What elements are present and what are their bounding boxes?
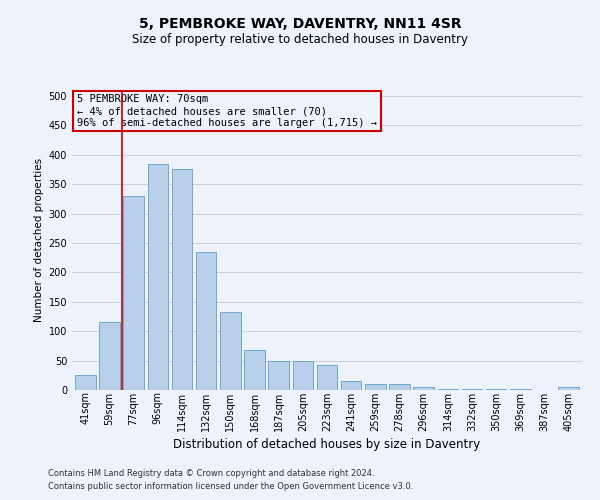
Y-axis label: Number of detached properties: Number of detached properties [34, 158, 44, 322]
Bar [124, 196, 144, 390]
Text: 5 PEMBROKE WAY: 70sqm
← 4% of detached houses are smaller (70)
96% of semi-detac: 5 PEMBROKE WAY: 70sqm ← 4% of detached h… [77, 94, 377, 128]
Bar [317, 366, 337, 390]
Text: Contains public sector information licensed under the Open Government Licence v3: Contains public sector information licen… [48, 482, 413, 491]
Text: 5, PEMBROKE WAY, DAVENTRY, NN11 4SR: 5, PEMBROKE WAY, DAVENTRY, NN11 4SR [139, 18, 461, 32]
Bar [99, 322, 120, 390]
Bar [172, 170, 192, 390]
Bar [244, 350, 265, 390]
Text: Contains HM Land Registry data © Crown copyright and database right 2024.: Contains HM Land Registry data © Crown c… [48, 468, 374, 477]
Bar [365, 384, 386, 390]
Bar [75, 376, 95, 390]
Bar [559, 387, 579, 390]
Bar [389, 384, 410, 390]
Bar [196, 252, 217, 390]
Bar [293, 360, 313, 390]
Bar [413, 387, 434, 390]
X-axis label: Distribution of detached houses by size in Daventry: Distribution of detached houses by size … [173, 438, 481, 450]
Text: Size of property relative to detached houses in Daventry: Size of property relative to detached ho… [132, 32, 468, 46]
Bar [437, 389, 458, 390]
Bar [341, 381, 361, 390]
Bar [268, 360, 289, 390]
Bar [148, 164, 168, 390]
Bar [220, 312, 241, 390]
